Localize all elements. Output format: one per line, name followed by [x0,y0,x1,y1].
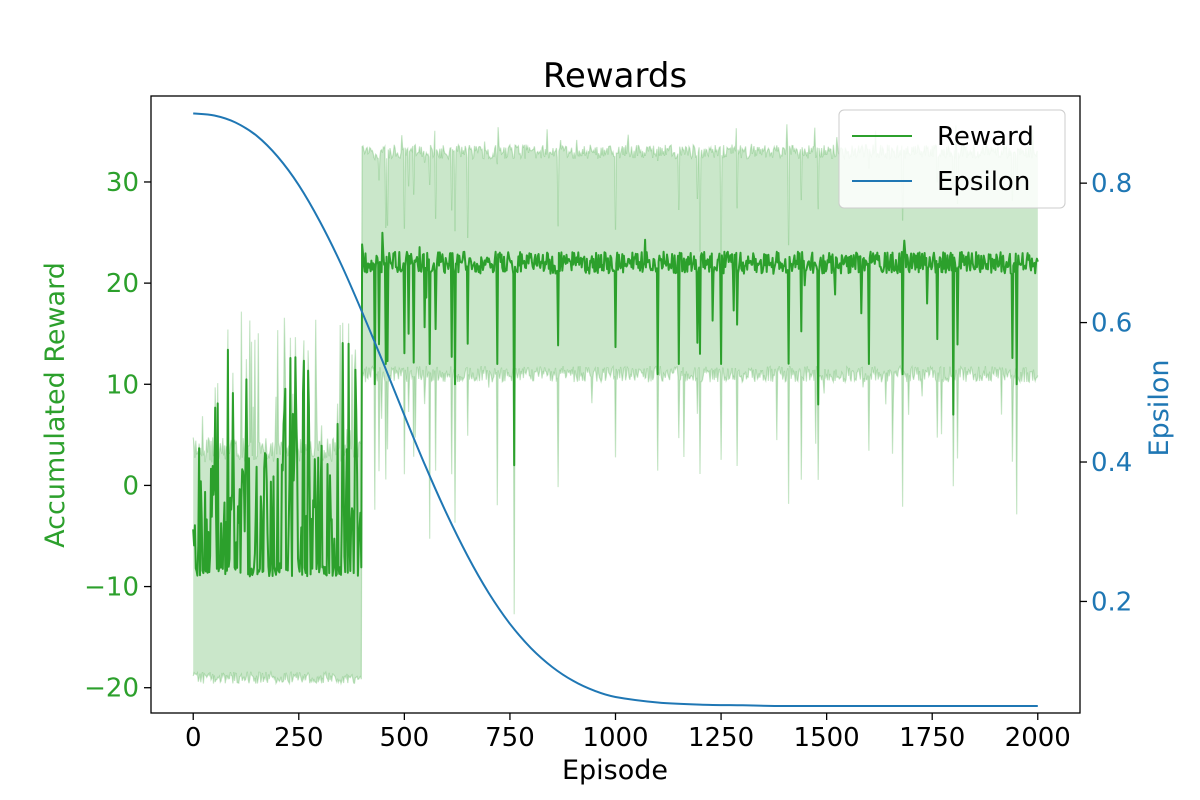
x-tick-label: 1500 [794,723,860,753]
right-y-tick-label: 0.6 [1091,309,1132,339]
left-y-axis-label: Accumulated Reward [40,262,71,548]
left-y-tick-label: 10 [106,370,139,400]
left-y-tick-label: 20 [106,269,139,299]
reward-lower-line [192,364,1039,686]
left-y-tick-label: −20 [84,674,139,704]
legend-box [838,109,1066,209]
x-axis: 0 250 500 750 1000 1250 1500 1750 2000 [185,713,1071,753]
legend-reward-label: Reward [937,122,1034,152]
plot-area [192,112,1039,708]
x-tick-label: 0 [185,723,202,753]
reward-series-line [192,231,1039,578]
left-y-axis: −20 −10 0 10 20 30 [84,168,151,704]
epsilon-series-line [193,112,1038,708]
right-y-tick-label: 0.8 [1091,169,1132,199]
x-tick-label: 500 [380,723,430,753]
x-tick-label: 1750 [899,723,965,753]
right-y-tick-label: 0.4 [1091,448,1132,478]
left-y-tick-label: −10 [84,573,139,603]
legend: Reward Epsilon [838,109,1066,209]
x-tick-label: 750 [485,723,535,753]
x-tick-label: 1250 [688,723,754,753]
left-y-tick-label: 30 [106,168,139,198]
x-tick-label: 250 [274,723,324,753]
legend-epsilon-label: Epsilon [937,167,1030,197]
right-y-axis-label: Epsilon [1144,360,1175,457]
x-tick-label: 1000 [582,723,648,753]
x-tick-label: 2000 [1005,723,1071,753]
right-y-axis: 0.2 0.4 0.6 0.8 [1080,169,1132,617]
right-y-tick-label: 0.2 [1091,587,1132,617]
chart-title: Rewards [543,56,687,96]
x-axis-label: Episode [562,755,668,786]
left-y-tick-label: 0 [122,471,139,501]
